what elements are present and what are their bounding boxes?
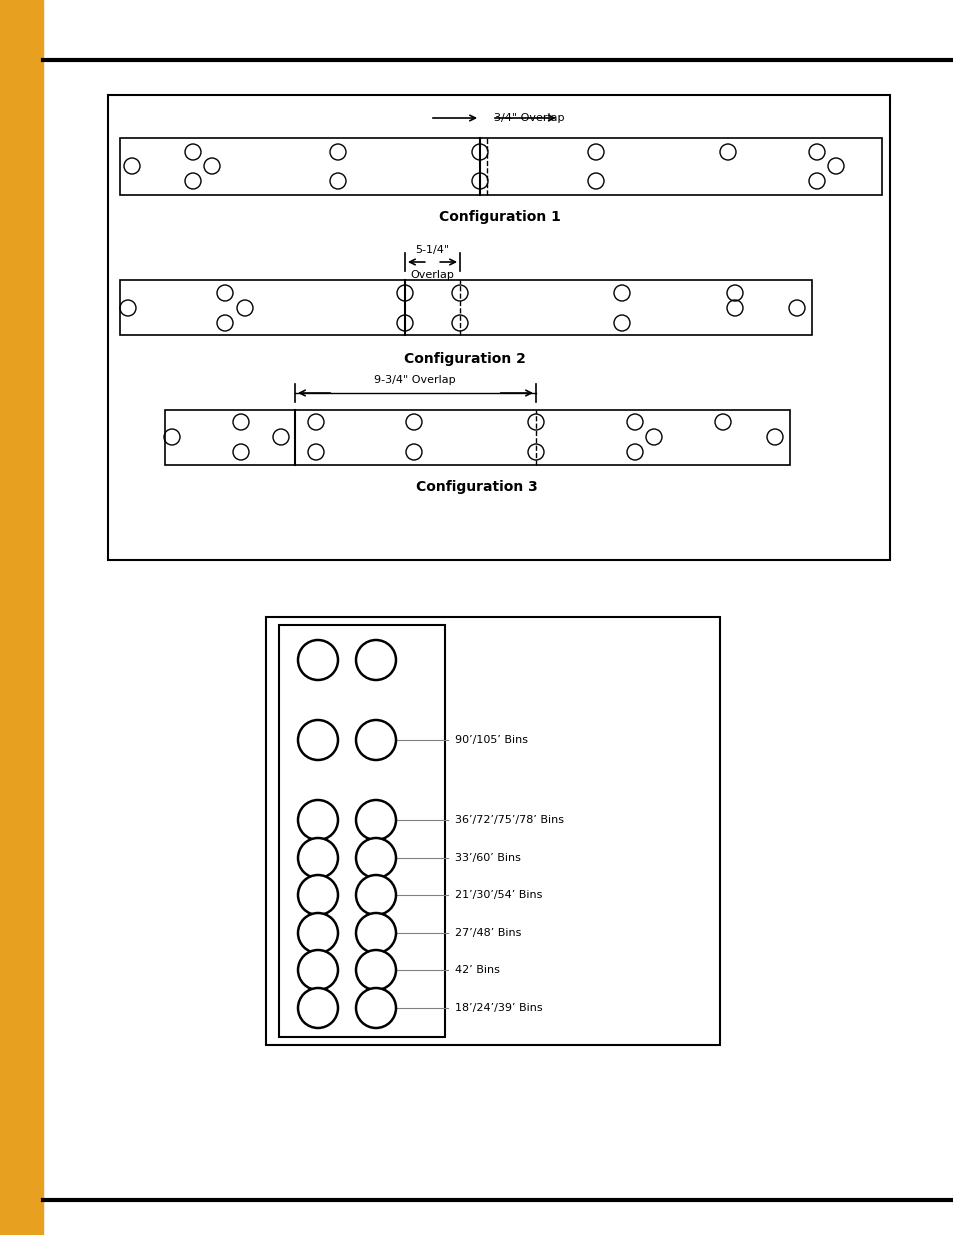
Text: Configuration 1: Configuration 1 [438,210,560,224]
Ellipse shape [297,839,337,878]
Ellipse shape [297,988,337,1028]
Ellipse shape [355,988,395,1028]
Ellipse shape [297,800,337,840]
Text: 3/4" Overlap: 3/4" Overlap [494,112,564,124]
Text: 18’/24’/39’ Bins: 18’/24’/39’ Bins [455,1003,542,1013]
Ellipse shape [355,950,395,990]
Text: 36’/72’/75’/78’ Bins: 36’/72’/75’/78’ Bins [455,815,563,825]
Text: 33’/60’ Bins: 33’/60’ Bins [455,853,520,863]
Ellipse shape [355,720,395,760]
Ellipse shape [355,800,395,840]
Ellipse shape [297,913,337,953]
Bar [120,280,811,335]
Text: 27’/48’ Bins: 27’/48’ Bins [455,927,521,939]
Ellipse shape [297,720,337,760]
Bar [108,95,889,559]
Bar [0,0,43,1235]
Bar [278,625,444,1037]
Ellipse shape [355,839,395,878]
Ellipse shape [355,640,395,680]
Text: Configuration 3: Configuration 3 [416,480,537,494]
Ellipse shape [297,876,337,915]
Ellipse shape [297,640,337,680]
Text: 9-3/4" Overlap: 9-3/4" Overlap [374,375,456,385]
Text: Configuration 2: Configuration 2 [404,352,525,366]
Bar [266,618,720,1045]
Text: Overlap: Overlap [410,269,454,280]
Ellipse shape [355,876,395,915]
Bar [165,410,789,466]
Text: 21’/30’/54’ Bins: 21’/30’/54’ Bins [455,890,542,900]
Bar [120,138,882,195]
Text: 42’ Bins: 42’ Bins [455,965,499,974]
Text: 5-1/4": 5-1/4" [415,245,449,254]
Text: 90’/105’ Bins: 90’/105’ Bins [455,735,527,745]
Ellipse shape [297,950,337,990]
Ellipse shape [355,913,395,953]
